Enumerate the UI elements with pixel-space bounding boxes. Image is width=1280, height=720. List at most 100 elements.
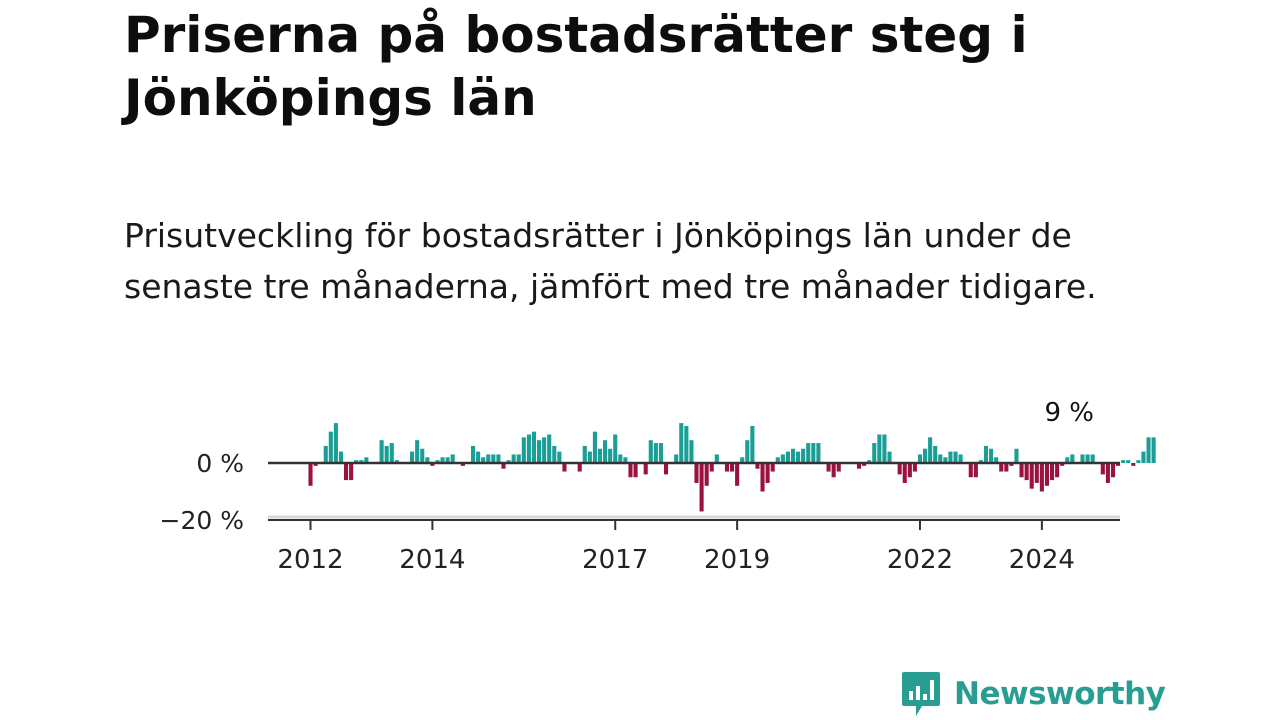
bar (928, 437, 933, 463)
bar (938, 454, 943, 463)
bar (526, 434, 531, 463)
bar (704, 463, 709, 486)
bar (491, 454, 496, 463)
bar (1004, 463, 1009, 472)
bar (780, 454, 785, 463)
bar (557, 451, 562, 463)
bar (516, 454, 521, 463)
bar (1070, 454, 1075, 463)
bar (714, 454, 719, 463)
bar (633, 463, 638, 478)
bar (1100, 463, 1105, 475)
bar (577, 463, 582, 472)
bar (801, 448, 806, 463)
bar (724, 463, 730, 472)
bar (476, 451, 481, 463)
bar (1146, 437, 1151, 463)
bar (415, 440, 420, 463)
bar (430, 463, 435, 466)
bar (344, 463, 349, 481)
bar (730, 463, 735, 472)
bar (978, 460, 983, 463)
bar (445, 457, 450, 463)
bar (750, 425, 755, 463)
bar (450, 454, 455, 463)
bar (770, 463, 775, 472)
bar (618, 454, 623, 463)
bar (333, 423, 338, 463)
bar (983, 445, 989, 463)
bar (806, 443, 811, 463)
bar (856, 463, 862, 469)
bar (785, 451, 790, 463)
bar (709, 463, 714, 472)
bar (1121, 460, 1126, 463)
bar (765, 463, 770, 483)
bar (689, 440, 694, 463)
bar (902, 463, 907, 483)
bar (790, 448, 796, 463)
bar (648, 440, 653, 463)
bar (425, 457, 430, 463)
bar (379, 440, 384, 463)
bar (486, 454, 491, 463)
bar (1055, 463, 1060, 478)
bar (740, 457, 745, 463)
bar (735, 463, 740, 486)
bar (1019, 463, 1024, 478)
x-tick-label: 2012 (277, 545, 343, 575)
bar (542, 437, 547, 463)
bar (760, 463, 765, 492)
bar (338, 451, 344, 463)
bar (531, 431, 537, 463)
bar (1060, 463, 1065, 466)
bar (1085, 454, 1090, 463)
bar (521, 437, 526, 463)
last-value-label: 9 % (1045, 398, 1095, 428)
bar (917, 454, 923, 463)
bar (658, 443, 663, 463)
bar (877, 434, 882, 463)
y-tick-label: 0 % (196, 449, 244, 478)
bar (1090, 454, 1095, 463)
bar (613, 434, 618, 463)
bar (349, 463, 354, 481)
bar (481, 457, 486, 463)
bar (948, 451, 953, 463)
bar (323, 445, 328, 463)
bar (1131, 463, 1136, 466)
bar (537, 440, 542, 463)
bar (907, 463, 912, 478)
bar (592, 431, 597, 463)
y-tick-label: −20 % (160, 506, 244, 535)
bar (582, 445, 587, 463)
bar (933, 445, 938, 463)
bar (552, 445, 557, 463)
bar (953, 451, 958, 463)
bar (394, 460, 399, 463)
bar (694, 463, 699, 483)
bar (887, 451, 892, 463)
bar (745, 440, 750, 463)
newsworthy-logo-icon (902, 672, 940, 716)
bar (506, 460, 511, 463)
x-tick-label: 2022 (887, 545, 953, 575)
bar (816, 443, 821, 463)
bar (826, 463, 831, 472)
bar (501, 463, 506, 469)
bar (470, 445, 476, 463)
bar (1080, 454, 1085, 463)
bar (755, 463, 760, 469)
chart-title: Priserna på bostadsrätter steg i Jönköpi… (124, 6, 1028, 127)
bar (440, 457, 445, 463)
bar (1116, 463, 1121, 466)
bar (1009, 463, 1014, 466)
bar (389, 443, 394, 463)
bar (562, 463, 567, 472)
bar (923, 448, 928, 463)
bar (836, 463, 841, 472)
bar (597, 448, 603, 463)
bar (1044, 463, 1049, 486)
bar (364, 457, 369, 463)
